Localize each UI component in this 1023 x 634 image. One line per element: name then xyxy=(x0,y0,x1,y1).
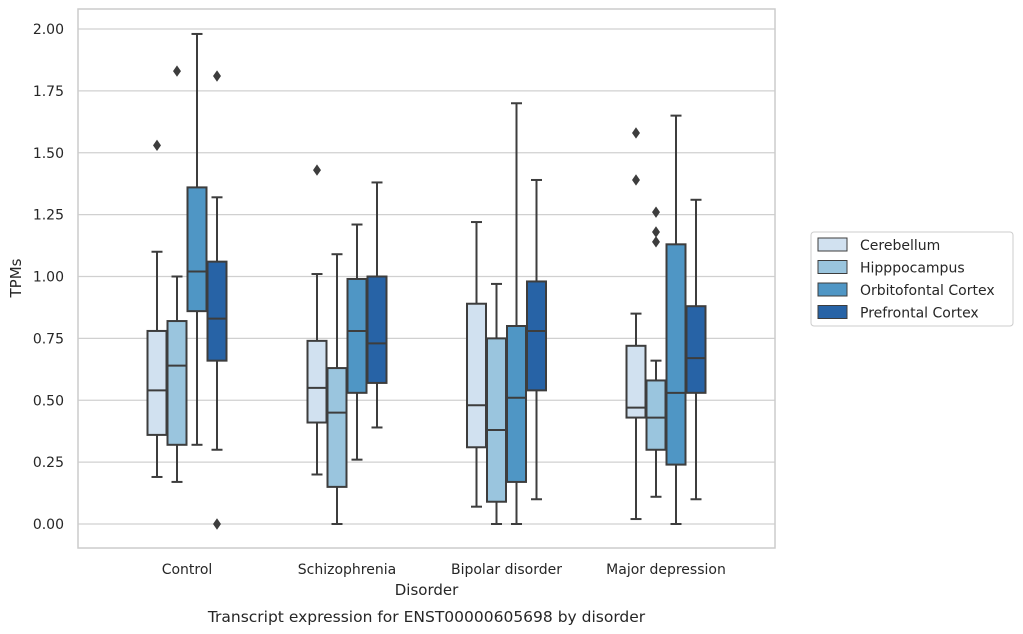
outlier-point xyxy=(213,70,221,82)
x-axis-ticks: Control Schizophrenia Bipolar disorder Majo… xyxy=(162,562,726,578)
legend-frame xyxy=(810,231,1014,327)
x-tick-label: Major depression xyxy=(606,562,726,578)
box-orbitofontal-cortex xyxy=(506,102,527,525)
outlier-point xyxy=(632,174,640,186)
legend-label: Cerebellum xyxy=(860,238,940,254)
outlier-point xyxy=(213,518,221,530)
box-hipppocampus xyxy=(645,206,667,498)
y-tick-label: 1.50 xyxy=(33,146,64,162)
chart-caption: Transcript expression for ENST0000060569… xyxy=(207,608,646,626)
box-body xyxy=(306,339,328,424)
legend-label: Prefrontal Cortex xyxy=(860,306,979,322)
box-hipppocampus xyxy=(166,65,188,483)
legend-swatch xyxy=(817,260,848,274)
box-body xyxy=(645,379,667,451)
legend-swatch xyxy=(817,237,848,252)
outlier-point xyxy=(652,236,660,248)
legend-swatch xyxy=(817,282,848,297)
y-tick-label: 0.00 xyxy=(33,517,64,533)
box-orbitofontal-cortex xyxy=(186,32,208,446)
box-body xyxy=(346,277,368,394)
x-tick-label: Bipolar disorder xyxy=(451,562,562,578)
y-tick-label: 1.75 xyxy=(33,84,64,100)
box-plot-area xyxy=(146,32,707,530)
box-prefrontal-cortex xyxy=(206,70,228,530)
box-body xyxy=(186,186,208,313)
box-body xyxy=(466,302,487,449)
y-tick-label: 1.25 xyxy=(33,208,64,224)
outlier-point xyxy=(632,127,640,139)
box-cerebellum xyxy=(146,139,168,478)
legend-label: Hipppocampus xyxy=(860,261,965,277)
y-tick-label: 0.75 xyxy=(33,331,64,347)
box-hipppocampus xyxy=(486,282,507,525)
box-body xyxy=(366,275,388,384)
box-body xyxy=(146,329,168,436)
box-orbitofontal-cortex xyxy=(665,114,687,525)
box-prefrontal-cortex xyxy=(366,181,388,429)
box-hipppocampus xyxy=(326,253,348,525)
y-axis-ticks: 0.00 0.25 0.50 0.75 1.00 1.25 1.50 1.75 2.00 xyxy=(33,22,64,533)
box-body xyxy=(526,280,547,392)
y-tick-label: 2.00 xyxy=(33,22,64,38)
x-tick-label: Schizophrenia xyxy=(298,562,396,578)
box-cerebellum xyxy=(625,127,647,521)
y-tick-label: 1.00 xyxy=(33,270,64,286)
y-axis-label: TPMs xyxy=(7,258,25,298)
y-tick-label: 0.25 xyxy=(33,455,64,471)
box-body xyxy=(166,320,188,446)
box-cerebellum xyxy=(466,221,487,508)
legend-label: Orbitofontal Cortex xyxy=(860,283,995,299)
box-body xyxy=(486,337,507,503)
box-prefrontal-cortex xyxy=(526,178,547,501)
outlier-point xyxy=(652,226,660,238)
outlier-point xyxy=(153,139,161,152)
box-body xyxy=(506,325,527,483)
box-body xyxy=(665,243,687,466)
legend: Cerebellum Hipppocampus Orbitofontal Corte… xyxy=(810,231,1014,327)
outlier-point xyxy=(313,164,321,176)
x-tick-label: Control xyxy=(162,562,213,578)
x-axis-label: Disorder xyxy=(395,581,459,599)
plot-frame xyxy=(77,8,776,549)
box-cerebellum xyxy=(306,164,328,476)
box-body xyxy=(685,305,707,394)
outlier-point xyxy=(652,206,660,218)
legend-swatch xyxy=(817,305,848,319)
box-body xyxy=(326,367,348,488)
outlier-point xyxy=(173,65,181,77)
y-tick-label: 0.50 xyxy=(33,393,64,409)
box-orbitofontal-cortex xyxy=(346,223,368,461)
box-prefrontal-cortex xyxy=(685,198,707,501)
box-body xyxy=(206,260,228,362)
